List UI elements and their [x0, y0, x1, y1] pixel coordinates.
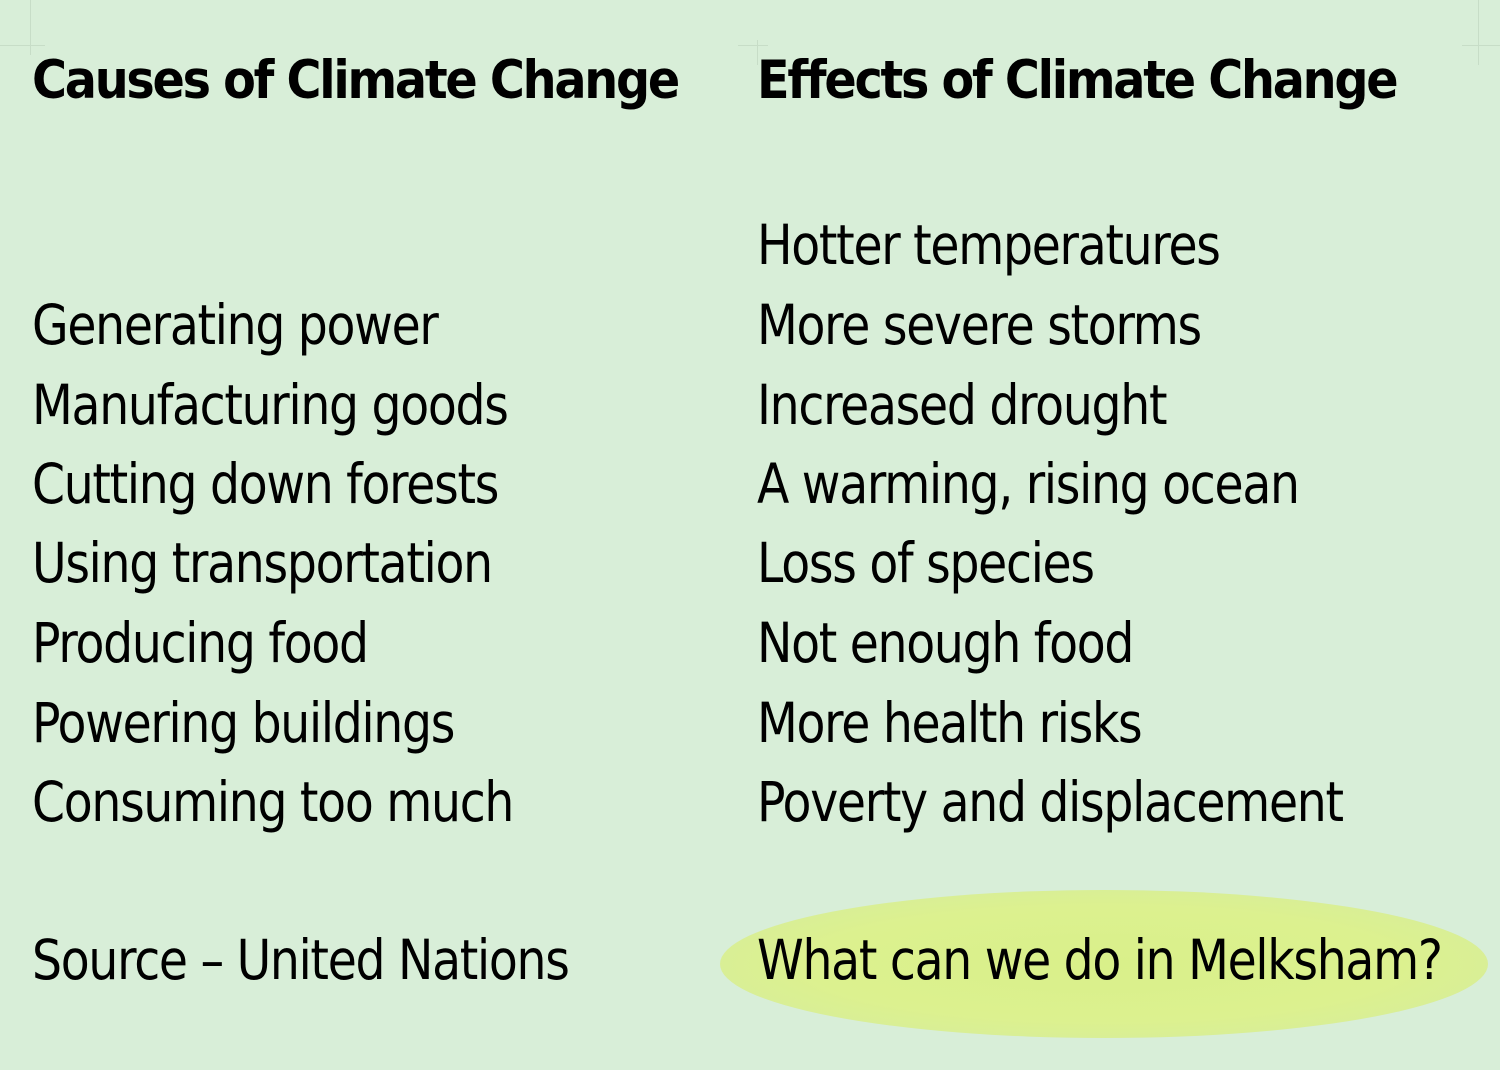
causes-heading: Causes of Climate Change: [32, 50, 680, 111]
effect-item: A warming, rising ocean: [757, 452, 1300, 516]
effect-item: Loss of species: [757, 531, 1095, 595]
guide-mark-top-center: [757, 40, 758, 65]
guide-mark-top-center-h: [738, 45, 768, 46]
question-highlight: [720, 890, 1488, 1038]
guide-mark-top-right: [1478, 0, 1479, 65]
source-note: Source – United Nations: [32, 928, 570, 992]
cause-item: Using transportation: [32, 531, 493, 595]
guide-mark-top-right-h: [1462, 45, 1500, 46]
cause-item: Cutting down forests: [32, 452, 499, 516]
cause-item: Consuming too much: [32, 770, 514, 834]
cause-item: Powering buildings: [32, 691, 455, 755]
effects-heading: Effects of Climate Change: [757, 50, 1399, 111]
guide-mark-top-left-h: [0, 45, 45, 46]
cause-item: Generating power: [32, 293, 439, 357]
effect-item: More severe storms: [757, 293, 1202, 357]
cause-item: Manufacturing goods: [32, 373, 509, 437]
cause-item: Producing food: [32, 611, 369, 675]
effect-item: Poverty and displacement: [757, 770, 1344, 834]
melksham-question: What can we do in Melksham?: [757, 928, 1443, 992]
effect-item: More health risks: [757, 691, 1143, 755]
guide-mark-top-left: [30, 0, 31, 55]
effect-item: Increased drought: [757, 373, 1167, 437]
effect-item: Not enough food: [757, 611, 1134, 675]
effect-item: Hotter temperatures: [757, 213, 1221, 277]
